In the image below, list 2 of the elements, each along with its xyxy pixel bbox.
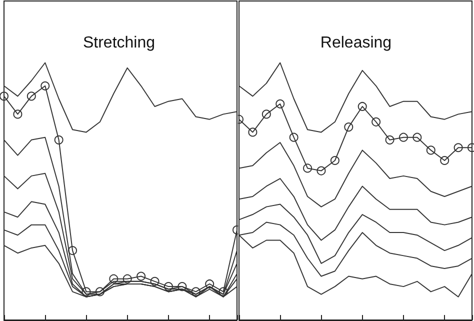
chart-title: Releasing bbox=[320, 34, 392, 52]
chart-title: Stretching bbox=[82, 34, 156, 52]
